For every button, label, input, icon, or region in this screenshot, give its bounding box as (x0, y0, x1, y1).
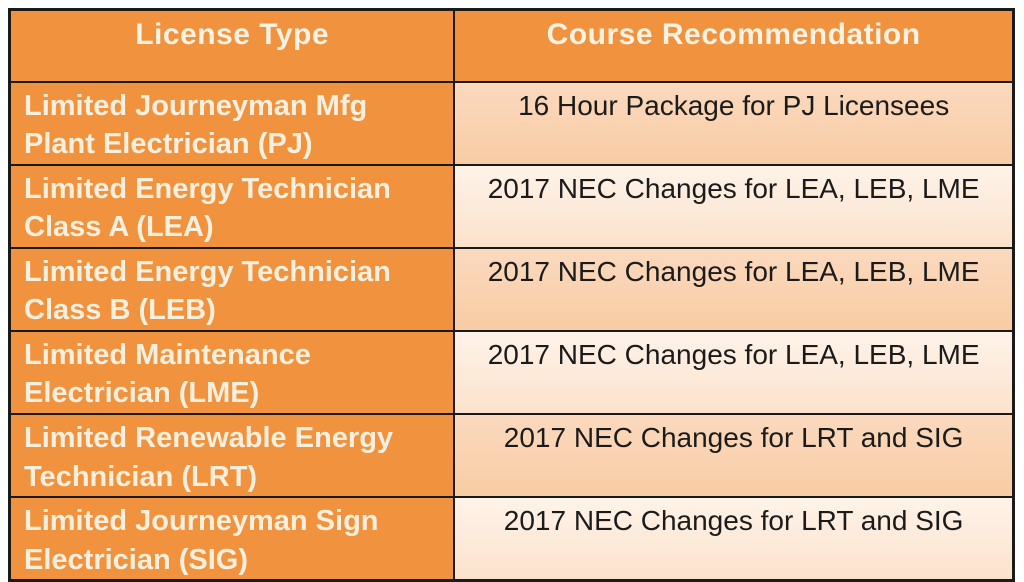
table-row: Limited Journeyman Mfg Plant Electrician… (8, 80, 1015, 166)
table-header-row: License Type Course Recommendation (8, 8, 1015, 83)
course-recommendation-cell: 2017 NEC Changes for LEA, LEB, LME (453, 163, 1015, 249)
table-row: Limited Maintenance Electrician (LME) 20… (8, 329, 1015, 416)
course-recommendation-cell: 2017 NEC Changes for LEA, LEB, LME (453, 246, 1015, 332)
license-type-cell: Limited Maintenance Electrician (LME) (8, 329, 456, 416)
course-recommendation-cell: 2017 NEC Changes for LEA, LEB, LME (453, 329, 1015, 416)
license-type-cell: Limited Journeyman Mfg Plant Electrician… (8, 80, 456, 166)
license-course-table: License Type Course Recommendation Limit… (8, 8, 1015, 582)
license-type-cell: Limited Energy Technician Class B (LEB) (8, 246, 456, 332)
course-recommendation-cell: 2017 NEC Changes for LRT and SIG (453, 496, 1015, 582)
license-type-cell: Limited Energy Technician Class A (LEA) (8, 163, 456, 249)
license-type-cell: Limited Journeyman Sign Electrician (SIG… (8, 496, 456, 582)
license-course-table-frame: License Type Course Recommendation Limit… (8, 8, 1015, 582)
table-row: Limited Journeyman Sign Electrician (SIG… (8, 496, 1015, 582)
column-header-course-recommendation: Course Recommendation (453, 8, 1015, 83)
table-row: Limited Energy Technician Class B (LEB) … (8, 246, 1015, 332)
course-recommendation-cell: 2017 NEC Changes for LRT and SIG (453, 412, 1015, 499)
table-row: Limited Energy Technician Class A (LEA) … (8, 163, 1015, 249)
license-type-cell: Limited Renewable Energy Technician (LRT… (8, 412, 456, 499)
table-row: Limited Renewable Energy Technician (LRT… (8, 412, 1015, 499)
course-recommendation-cell: 16 Hour Package for PJ Licensees (453, 80, 1015, 166)
column-header-license-type: License Type (8, 8, 456, 83)
